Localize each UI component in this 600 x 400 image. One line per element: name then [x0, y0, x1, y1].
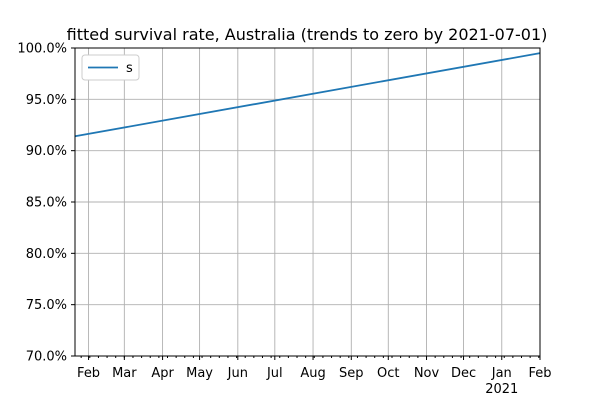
legend-label: s	[126, 61, 133, 76]
x-tick-label: Jun	[227, 366, 248, 381]
x-tick-label: Feb	[77, 366, 100, 381]
x-tick-label: Sep	[339, 366, 364, 381]
x-tick-label: Mar	[112, 366, 137, 381]
x-tick-label: Feb	[528, 366, 551, 381]
x-tick-label: Nov	[414, 366, 440, 381]
y-tick-label: 85.0%	[26, 196, 67, 211]
y-tick-label: 100.0%	[17, 42, 67, 57]
x-tick-label: Aug	[300, 366, 325, 381]
y-tick-label: 75.0%	[26, 298, 67, 313]
legend: s	[81, 54, 140, 81]
x-tick-label: Jan	[491, 366, 512, 381]
y-tick-label: 95.0%	[26, 93, 67, 108]
x-tick-label: Dec	[451, 366, 476, 381]
tick-layer: 70.0% 75.0% 80.0% 85.0% 90.0% 95.0% 100.0% Feb M…	[17, 42, 551, 398]
y-tick-label: 70.0%	[26, 350, 67, 365]
series-layer	[74, 52, 541, 138]
y-tick-label: 80.0%	[26, 247, 67, 262]
x-tick-label: Jul	[266, 366, 283, 381]
x-tick-year-label: 2021	[485, 382, 518, 397]
y-tick-label: 90.0%	[26, 144, 67, 159]
x-tick-label: Oct	[377, 366, 399, 381]
x-tick-label: May	[186, 366, 213, 381]
series-line-s	[74, 52, 541, 138]
chart-title: fitted survival rate, Australia (trends …	[67, 25, 548, 44]
x-tick-label: Apr	[151, 366, 174, 381]
